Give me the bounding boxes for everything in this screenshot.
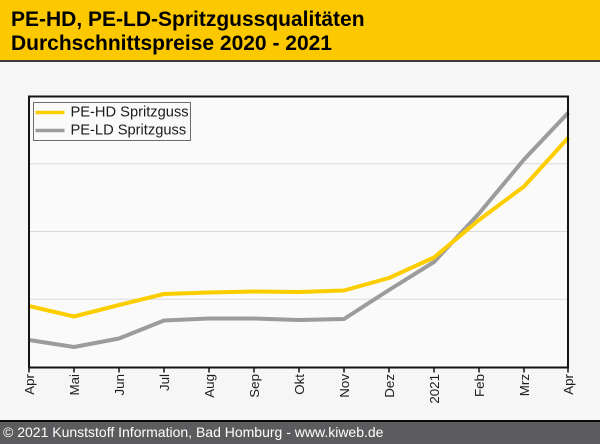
svg-text:Okt: Okt xyxy=(292,374,307,395)
svg-text:Feb: Feb xyxy=(472,374,487,397)
svg-text:Apr: Apr xyxy=(22,373,37,394)
svg-text:Aug: Aug xyxy=(202,374,217,398)
svg-text:Jun: Jun xyxy=(112,374,127,396)
svg-text:Mrz: Mrz xyxy=(517,374,532,396)
svg-text:Jul: Jul xyxy=(157,374,172,391)
svg-text:PE-HD Spritzguss: PE-HD Spritzguss xyxy=(71,105,189,121)
svg-text:Nov: Nov xyxy=(337,374,352,398)
svg-text:Dez: Dez xyxy=(382,374,397,398)
svg-text:Apr: Apr xyxy=(561,373,576,394)
svg-text:Sep: Sep xyxy=(247,374,262,398)
svg-text:PE-LD Spritzguss: PE-LD Spritzguss xyxy=(71,123,187,139)
svg-text:Mai: Mai xyxy=(67,374,82,396)
svg-text:2021: 2021 xyxy=(427,374,442,404)
